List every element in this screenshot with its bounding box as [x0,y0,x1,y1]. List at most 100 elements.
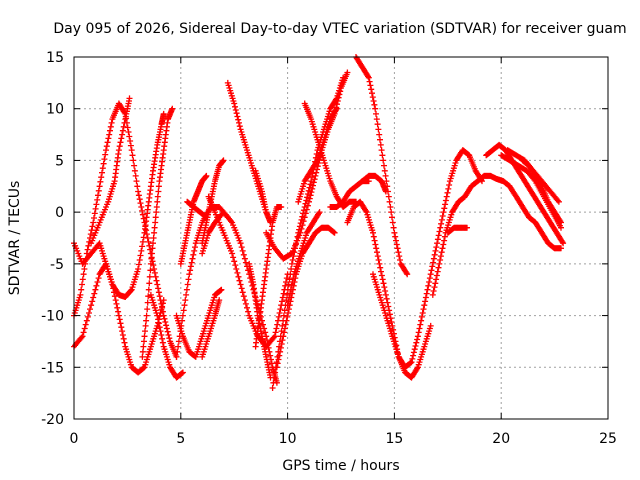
data-point [344,69,351,76]
chart-title: Day 095 of 2026, Sidereal Day-to-day VTE… [53,21,626,37]
data-point [277,306,284,313]
data-point [129,152,136,159]
data-point [374,249,380,256]
data-point [287,286,294,293]
data-point [119,131,126,138]
data-point [139,243,146,250]
data-point [163,325,170,332]
data-point [382,188,389,195]
data-point [102,151,109,158]
data-point [90,294,97,301]
data-point [464,224,470,231]
data-point [403,269,410,276]
data-point [161,315,168,322]
data-point [289,257,296,263]
data-point [427,271,434,278]
data-point [371,101,378,108]
data-point [270,379,277,386]
series-pass-18 [252,204,285,350]
data-point [103,147,109,154]
data-point [393,241,400,248]
data-point [125,129,132,135]
data-point [437,257,444,263]
data-point [425,282,432,289]
data-point [116,143,123,150]
data-point [138,204,145,210]
data-point [82,321,89,328]
data-point [281,307,288,314]
data-point [434,240,441,247]
data-point [280,312,287,319]
data-point [558,219,564,226]
data-point [559,238,566,245]
data-point [435,264,442,271]
data-point [232,262,239,269]
data-point [162,319,169,325]
data-point [433,276,440,283]
data-point [288,260,295,267]
data-point [242,300,249,307]
data-point [159,300,166,307]
data-point [310,182,316,189]
data-point [411,346,418,353]
data-point [139,207,146,214]
data-point [277,344,284,351]
data-point [156,324,163,331]
data-point [275,313,282,320]
data-point [422,294,429,301]
data-point [285,310,292,316]
data-point [91,210,98,217]
data-point [176,333,183,340]
data-point [79,276,86,283]
data-point [306,198,312,205]
data-point [304,202,311,209]
data-point [158,306,165,313]
data-point [335,94,342,101]
data-point [143,317,150,324]
data-point [288,282,295,289]
data-point [185,276,192,283]
data-point [311,176,318,183]
data-point [240,293,247,300]
data-point [299,222,306,229]
data-point [119,127,126,134]
data-point [446,182,453,188]
data-point [281,325,288,332]
data-point [262,329,269,336]
data-point [304,191,311,197]
data-point [154,312,161,319]
x-tick-label: 0 [70,431,79,447]
data-point [95,192,101,199]
data-point [307,181,314,188]
data-point [136,257,143,263]
data-point [99,169,105,176]
data-point [386,311,393,318]
data-point [407,359,414,366]
data-point [436,260,443,267]
plot-frame [73,56,609,420]
data-point [239,247,246,254]
data-point [312,172,319,179]
data-point [157,328,164,335]
data-point [284,302,291,309]
data-point [305,187,312,194]
data-point [433,244,440,251]
series-pass-27 [327,178,372,210]
data-point [98,174,105,181]
data-point [385,303,392,310]
data-point [423,290,430,297]
data-point [373,116,380,123]
data-point [377,136,383,143]
data-point [127,142,134,149]
data-point [337,88,344,95]
data-point [442,197,449,204]
data-point [415,329,422,336]
y-tick-label: -15 [41,360,64,376]
data-point [432,247,439,254]
data-point [95,275,102,282]
data-point [439,245,446,252]
series-pass-29 [370,147,485,371]
data-point [120,335,127,342]
data-point [115,147,122,154]
data-point [190,251,197,258]
